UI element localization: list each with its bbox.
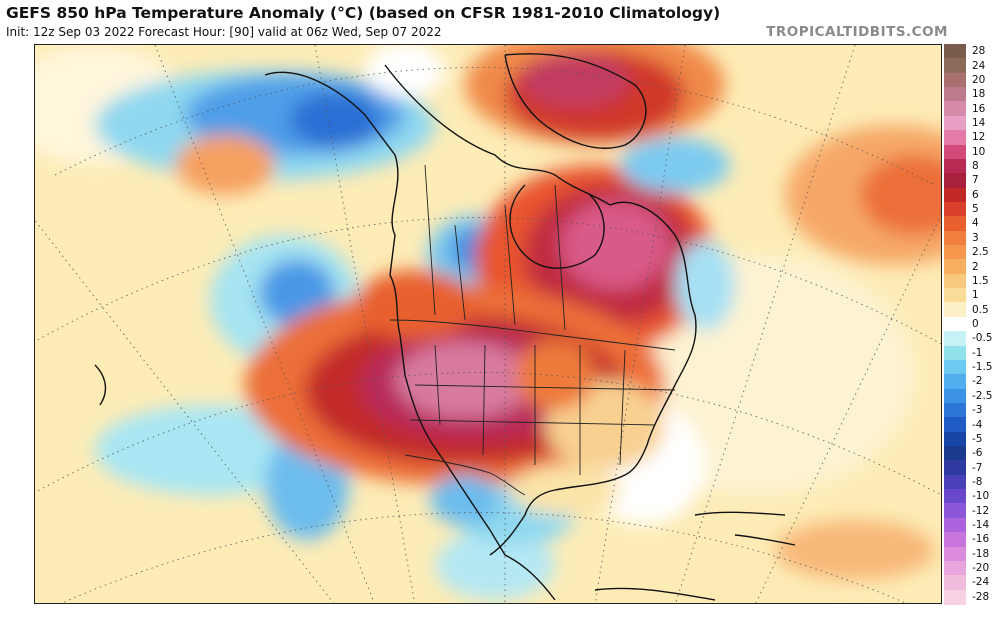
colorbar-swatch bbox=[944, 72, 966, 88]
coastlines bbox=[94, 53, 796, 601]
colorbar-swatch bbox=[944, 58, 966, 74]
colorbar-label: -8 bbox=[972, 475, 983, 488]
colorbar-swatch bbox=[944, 503, 966, 519]
colorbar-label: 1.5 bbox=[972, 274, 989, 287]
colorbar-label: 24 bbox=[972, 59, 986, 72]
colorbar-label: -24 bbox=[972, 576, 990, 589]
colorbar-swatch bbox=[944, 44, 966, 59]
colorbar-label: -4 bbox=[972, 418, 983, 431]
colorbar-swatch bbox=[944, 130, 966, 146]
colorbar-label: -14 bbox=[972, 519, 990, 532]
colorbar-swatch bbox=[944, 302, 966, 318]
colorbar-swatch bbox=[944, 316, 966, 332]
colorbar-swatch bbox=[944, 216, 966, 232]
colorbar-swatch bbox=[944, 245, 966, 261]
colorbar-swatch bbox=[944, 575, 966, 591]
colorbar-label: 16 bbox=[972, 102, 986, 115]
colorbar-label: -6 bbox=[972, 447, 983, 460]
colorbar-swatch bbox=[944, 431, 966, 447]
colorbar-swatch bbox=[944, 532, 966, 548]
colorbar-swatch bbox=[944, 187, 966, 203]
colorbar-swatch bbox=[944, 144, 966, 160]
colorbar-swatch bbox=[944, 331, 966, 347]
colorbar-swatch bbox=[944, 273, 966, 289]
colorbar-label: -2 bbox=[972, 375, 983, 388]
colorbar-label: 1 bbox=[972, 289, 979, 302]
colorbar-label: -20 bbox=[972, 562, 990, 575]
colorbar-label: 3 bbox=[972, 231, 979, 244]
colorbar-label: 18 bbox=[972, 88, 986, 101]
colorbar-label: -7 bbox=[972, 461, 983, 474]
colorbar-label: -1 bbox=[972, 346, 983, 359]
colorbar-swatch bbox=[944, 158, 966, 174]
colorbar-label: 28 bbox=[972, 45, 986, 58]
colorbar-label: 6 bbox=[972, 188, 979, 201]
colorbar-label: 4 bbox=[972, 217, 979, 230]
colorbar-label: 10 bbox=[972, 145, 986, 158]
colorbar bbox=[944, 44, 966, 605]
colorbar-label: -0.5 bbox=[972, 332, 993, 345]
graticule bbox=[35, 45, 941, 603]
colorbar-label: 7 bbox=[972, 174, 979, 187]
colorbar-label: -3 bbox=[972, 404, 983, 417]
colorbar-swatch bbox=[944, 374, 966, 390]
colorbar-swatch bbox=[944, 388, 966, 404]
colorbar-swatch bbox=[944, 417, 966, 433]
political-borders bbox=[389, 164, 676, 496]
colorbar-swatch bbox=[944, 517, 966, 533]
colorbar-swatch bbox=[944, 489, 966, 505]
colorbar-swatch bbox=[944, 446, 966, 462]
colorbar-label: 5 bbox=[972, 203, 979, 216]
colorbar-label: 0 bbox=[972, 318, 979, 330]
colorbar-swatch bbox=[944, 173, 966, 189]
colorbar-swatch bbox=[944, 87, 966, 103]
anomaly-map bbox=[34, 44, 942, 604]
colorbar-swatch bbox=[944, 589, 966, 605]
colorbar-label: 2.5 bbox=[972, 246, 989, 259]
colorbar-label: -5 bbox=[972, 432, 983, 445]
colorbar-label: 2 bbox=[972, 260, 979, 273]
colorbar-swatch bbox=[944, 201, 966, 217]
colorbar-label: -16 bbox=[972, 533, 990, 546]
colorbar-label: 0.5 bbox=[972, 303, 989, 316]
anomaly-map-svg bbox=[35, 45, 941, 603]
colorbar-label: 20 bbox=[972, 73, 986, 86]
colorbar-swatch bbox=[944, 560, 966, 576]
colorbar-swatch bbox=[944, 546, 966, 562]
chart-title: GEFS 850 hPa Temperature Anomaly (°C) (b… bbox=[6, 4, 721, 22]
colorbar-label: -28 bbox=[972, 590, 990, 603]
colorbar-swatch bbox=[944, 359, 966, 375]
colorbar-swatch bbox=[944, 230, 966, 246]
colorbar-label: 8 bbox=[972, 160, 979, 173]
site-watermark[interactable]: TROPICALTIDBITS.COM bbox=[766, 24, 948, 40]
colorbar-label: 14 bbox=[972, 116, 986, 129]
colorbar-label: -12 bbox=[972, 504, 990, 517]
colorbar-label: -10 bbox=[972, 490, 990, 503]
colorbar-swatch bbox=[944, 259, 966, 275]
colorbar-swatch bbox=[944, 115, 966, 131]
anomaly-field bbox=[35, 45, 941, 600]
colorbar-label: 12 bbox=[972, 131, 986, 144]
colorbar-swatch bbox=[944, 288, 966, 304]
colorbar-swatch bbox=[944, 460, 966, 476]
chart-subtitle: Init: 12z Sep 03 2022 Forecast Hour: [90… bbox=[6, 25, 442, 39]
colorbar-label: -2.5 bbox=[972, 389, 993, 402]
colorbar-swatch bbox=[944, 474, 966, 490]
colorbar-label: -18 bbox=[972, 547, 990, 560]
colorbar-label: -1.5 bbox=[972, 361, 993, 374]
colorbar-swatch bbox=[944, 101, 966, 117]
colorbar-swatch bbox=[944, 345, 966, 361]
colorbar-swatch bbox=[944, 402, 966, 418]
